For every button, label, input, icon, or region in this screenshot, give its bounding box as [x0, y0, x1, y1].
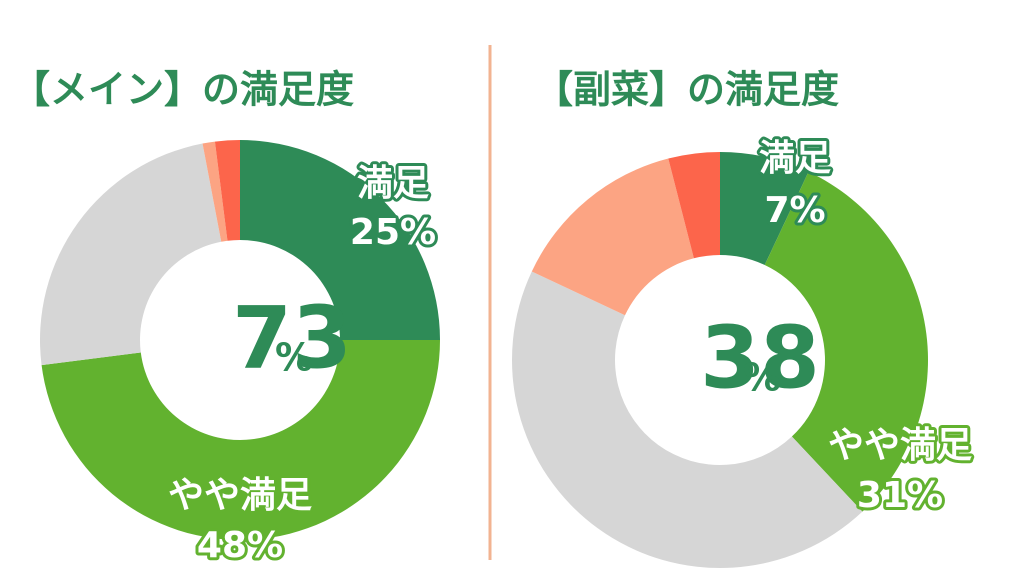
donut-segment — [531, 158, 694, 316]
donut-segment — [720, 152, 809, 265]
donut-segment — [39, 143, 222, 366]
center-unit: % — [275, 336, 313, 380]
chart-title: 【メイン】の満足度 — [12, 68, 354, 112]
donut-segment — [764, 171, 928, 512]
segment-label: やや満足 — [168, 475, 312, 516]
center-value: 73 — [232, 288, 352, 388]
donut-segment — [668, 152, 720, 259]
segment-value: 48% — [197, 525, 283, 566]
donut-segment — [240, 140, 440, 340]
chart-title: 【副菜】の満足度 — [535, 68, 839, 112]
segment-value: 25% — [350, 212, 436, 253]
donut-segment — [511, 271, 863, 569]
segment-label: 満足 — [357, 163, 429, 204]
donut-segment — [214, 140, 240, 241]
center-unit: % — [743, 356, 781, 400]
segment-label: やや満足 — [828, 425, 972, 466]
donut-segment — [202, 141, 228, 242]
segment-value: 7% — [764, 190, 825, 231]
segment-value: 31% — [857, 475, 943, 516]
segment-label: 満足 — [759, 138, 831, 179]
donut-segment — [41, 340, 441, 541]
center-value: 38 — [700, 308, 820, 408]
